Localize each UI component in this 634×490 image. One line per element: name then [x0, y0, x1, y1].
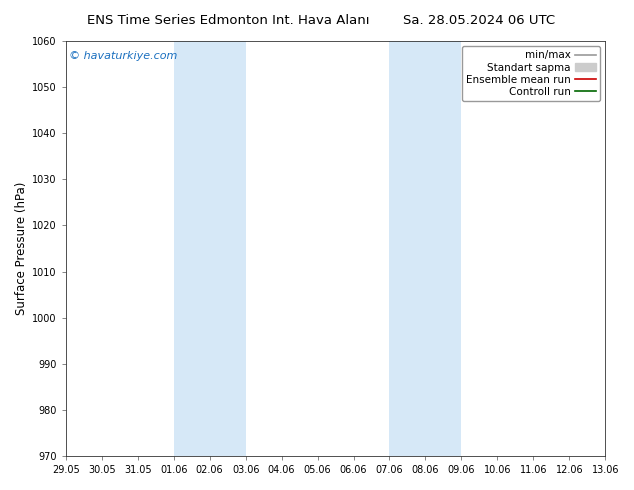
Legend: min/max, Standart sapma, Ensemble mean run, Controll run: min/max, Standart sapma, Ensemble mean r…	[462, 46, 600, 101]
Y-axis label: Surface Pressure (hPa): Surface Pressure (hPa)	[15, 182, 28, 315]
Bar	[174, 41, 245, 456]
Text: Sa. 28.05.2024 06 UTC: Sa. 28.05.2024 06 UTC	[403, 14, 555, 27]
Text: ENS Time Series Edmonton Int. Hava Alanı: ENS Time Series Edmonton Int. Hava Alanı	[87, 14, 370, 27]
Text: © havaturkiye.com: © havaturkiye.com	[68, 51, 177, 61]
Bar	[389, 41, 462, 456]
